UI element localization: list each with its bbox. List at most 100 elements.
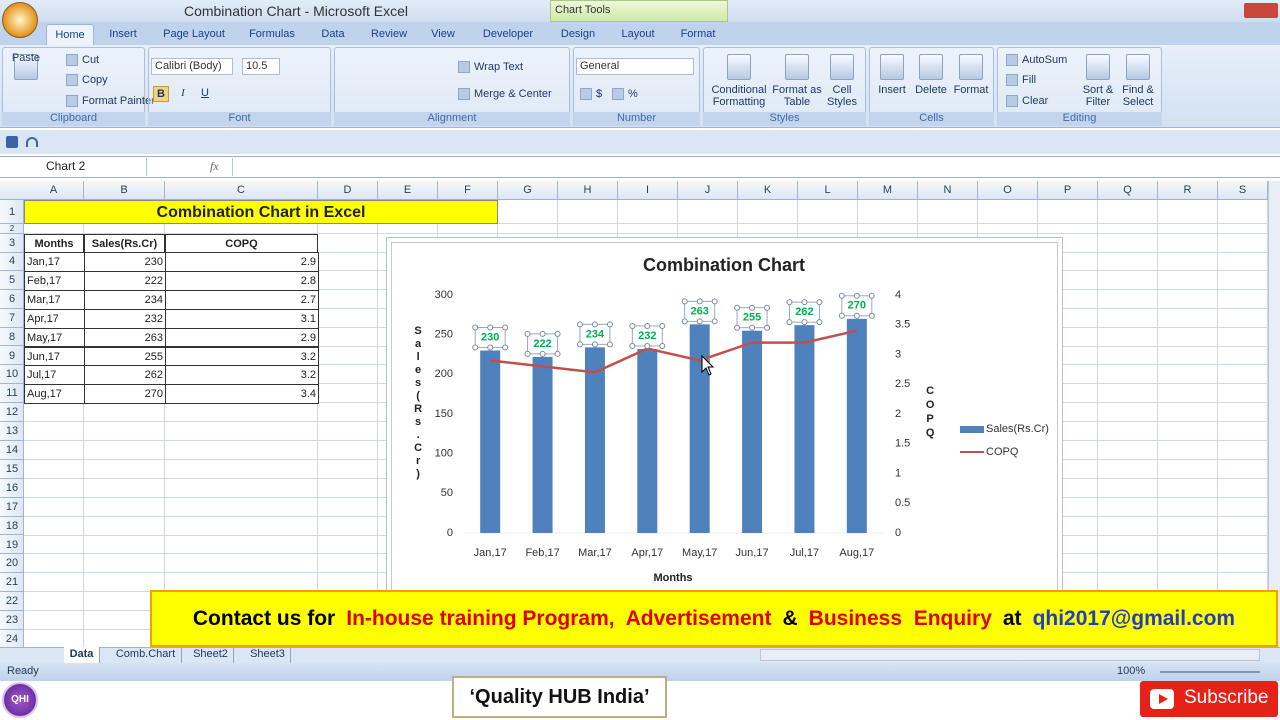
table-header-cell[interactable]: Months [24, 234, 84, 253]
row-header[interactable]: 1 [0, 200, 24, 224]
ribbon-tab[interactable]: Format [680, 28, 716, 40]
table-cell[interactable]: Apr,17 [24, 308, 85, 329]
ribbon-icon[interactable] [959, 54, 983, 80]
row-header[interactable]: 2 [0, 224, 24, 234]
ribbon-button[interactable]: Insert [878, 84, 906, 96]
row-header[interactable]: 19 [0, 536, 24, 555]
ribbon-button[interactable]: Find & Select [1122, 84, 1154, 108]
table-cell[interactable]: Jul,17 [24, 365, 85, 386]
ribbon-button[interactable]: Format [953, 84, 989, 96]
horizontal-scrollbar[interactable] [760, 649, 1260, 661]
table-cell[interactable]: 2.9 [165, 252, 319, 272]
row-header[interactable]: 8 [0, 328, 24, 347]
row-header[interactable]: 21 [0, 573, 24, 593]
window-control[interactable] [1194, 3, 1216, 18]
column-header[interactable]: L [798, 181, 858, 200]
table-cell[interactable]: 3.2 [165, 346, 319, 367]
ribbon-tab[interactable]: Formulas [249, 28, 295, 40]
table-header-cell[interactable]: COPQ [165, 234, 318, 253]
ribbon-button[interactable]: Conditional Formatting [711, 84, 767, 108]
table-cell[interactable]: 234 [84, 289, 166, 310]
ribbon-button[interactable]: Format as Table [772, 84, 822, 108]
table-cell[interactable]: Feb,17 [24, 270, 85, 291]
table-cell[interactable]: 232 [84, 308, 166, 329]
table-cell[interactable]: 255 [84, 346, 166, 367]
ribbon-dropdown[interactable]: Calibri (Body) [151, 58, 233, 75]
window-control[interactable] [1244, 3, 1278, 18]
table-cell[interactable]: 222 [84, 270, 166, 291]
sheet-tab[interactable]: Sheet2 [188, 647, 234, 663]
row-header[interactable]: 22 [0, 592, 24, 612]
table-cell[interactable]: 2.9 [165, 327, 319, 348]
ribbon-button[interactable]: % [628, 88, 638, 100]
ribbon-button[interactable]: Paste [11, 52, 41, 64]
column-header[interactable]: B [84, 181, 165, 200]
table-cell[interactable]: May,17 [24, 327, 85, 348]
row-header[interactable]: 7 [0, 309, 24, 328]
ribbon-button[interactable]: I [181, 87, 185, 99]
table-header-cell[interactable]: Sales(Rs.Cr) [84, 234, 165, 253]
ribbon-button[interactable]: U [201, 87, 209, 99]
table-cell[interactable]: 230 [84, 252, 166, 272]
column-header[interactable]: H [558, 181, 618, 200]
sheet-tab[interactable]: Comb.Chart [110, 647, 182, 663]
ribbon-tab[interactable]: Insert [109, 28, 137, 40]
table-cell[interactable]: 3.4 [165, 384, 319, 405]
ribbon-tab[interactable]: Review [370, 28, 408, 40]
column-header[interactable]: J [678, 181, 738, 200]
table-cell[interactable]: 2.7 [165, 289, 319, 310]
row-header[interactable]: 16 [0, 479, 24, 498]
column-header[interactable]: G [498, 181, 558, 200]
row-header[interactable]: 13 [0, 422, 24, 441]
ribbon-icon[interactable] [14, 54, 38, 80]
ribbon-tab[interactable]: Developer [482, 28, 534, 40]
ribbon-button[interactable]: $ [596, 88, 603, 100]
table-cell[interactable]: Aug,17 [24, 384, 85, 405]
ribbon-button[interactable]: Merge & Center [474, 88, 552, 100]
ribbon-tab[interactable]: Data [321, 28, 345, 40]
row-header[interactable]: 11 [0, 384, 24, 404]
column-header[interactable]: Q [1098, 181, 1158, 200]
row-header[interactable]: 5 [0, 271, 24, 290]
subscribe-button[interactable]: Subscribe [1140, 681, 1278, 717]
ribbon-tab[interactable]: Layout [621, 28, 655, 40]
table-cell[interactable]: 2.8 [165, 270, 319, 291]
column-header[interactable]: A [24, 181, 84, 200]
title-cell[interactable]: Combination Chart in Excel [24, 200, 498, 224]
ribbon-tab[interactable]: Page Layout [163, 28, 225, 40]
ribbon-icon[interactable] [830, 54, 854, 80]
ribbon-button[interactable]: Clear [1022, 95, 1049, 107]
undo-icon[interactable] [26, 137, 38, 147]
row-header[interactable]: 17 [0, 498, 24, 517]
ribbon-button[interactable]: AutoSum [1022, 54, 1068, 66]
row-header[interactable]: 20 [0, 554, 24, 574]
column-header[interactable]: N [918, 181, 978, 200]
table-cell[interactable]: 270 [84, 384, 166, 405]
column-header[interactable]: K [738, 181, 798, 200]
name-box[interactable]: Chart 2 [2, 158, 147, 176]
row-header[interactable]: 23 [0, 611, 24, 630]
column-header[interactable]: F [438, 181, 498, 200]
window-control[interactable] [1222, 3, 1244, 18]
sheet-tab[interactable]: Sheet3 [245, 647, 291, 663]
table-cell[interactable]: 3.1 [165, 308, 319, 329]
ribbon-icon[interactable] [1086, 54, 1110, 80]
column-header[interactable]: P [1038, 181, 1098, 200]
table-cell[interactable]: Jan,17 [24, 252, 85, 272]
row-header[interactable]: 3 [0, 234, 24, 253]
table-cell[interactable]: 262 [84, 365, 166, 386]
row-header[interactable]: 12 [0, 403, 24, 423]
row-header[interactable]: 6 [0, 290, 24, 309]
formula-input[interactable] [232, 158, 1268, 176]
column-header[interactable]: I [618, 181, 678, 200]
ribbon-button[interactable]: Wrap Text [474, 61, 524, 73]
zoom-slider[interactable] [1160, 671, 1260, 673]
office-button[interactable] [2, 2, 38, 38]
row-header[interactable]: 9 [0, 347, 24, 366]
save-icon[interactable] [6, 136, 18, 148]
column-header[interactable]: R [1158, 181, 1218, 200]
ribbon-button[interactable]: Format Painter [82, 95, 155, 107]
column-header[interactable]: D [318, 181, 378, 200]
column-header[interactable]: E [378, 181, 438, 200]
ribbon-button[interactable]: B [153, 86, 169, 102]
